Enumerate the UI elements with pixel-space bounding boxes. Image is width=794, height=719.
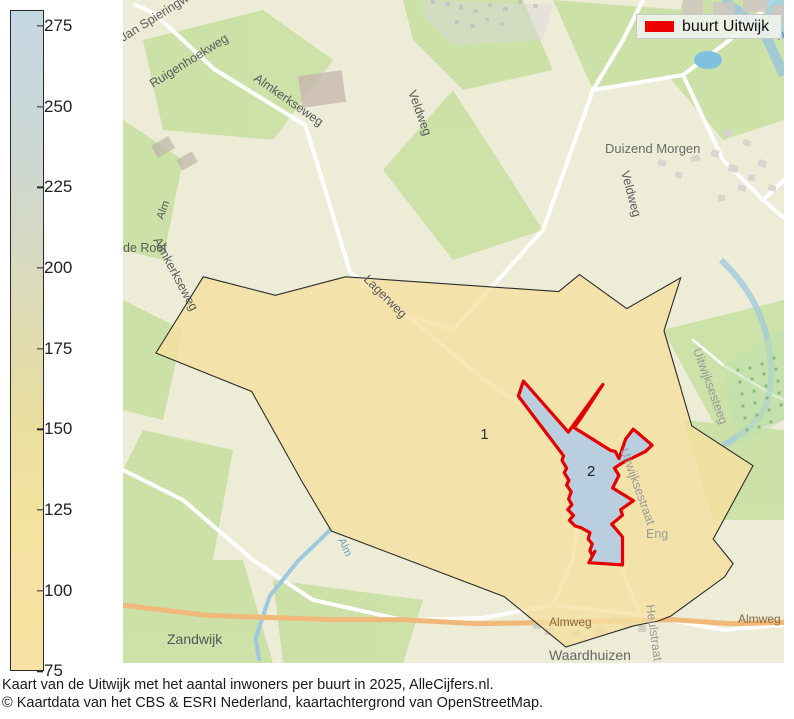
svg-text:2: 2 (587, 463, 595, 480)
svg-text:Waardhuizen: Waardhuizen (549, 647, 631, 663)
svg-text:Duizend Morgen: Duizend Morgen (605, 141, 700, 156)
svg-text:1: 1 (480, 426, 488, 443)
svg-text:Zandwijk: Zandwijk (167, 631, 223, 647)
svg-text:de Roef: de Roef (123, 241, 167, 255)
svg-text:Almweg: Almweg (549, 615, 592, 629)
svg-text:Almweg: Almweg (738, 612, 781, 626)
svg-text:Eng: Eng (646, 527, 668, 541)
